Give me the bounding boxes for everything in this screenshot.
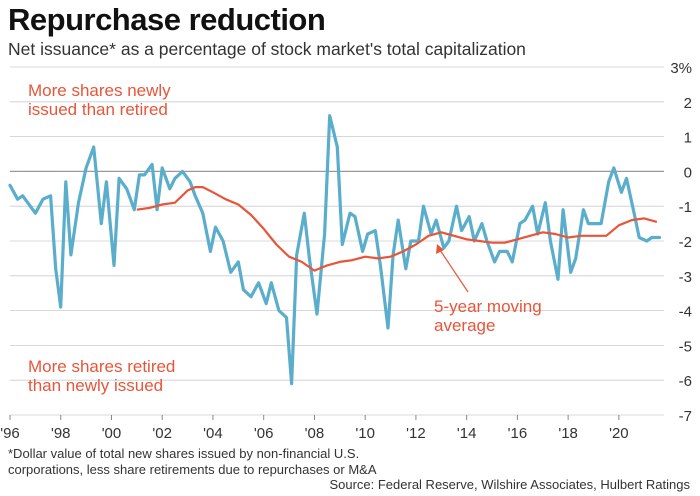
y-tick-label: -1 bbox=[679, 199, 692, 216]
x-tick-label: '14 bbox=[457, 425, 477, 442]
x-tick-label: '00 bbox=[102, 425, 122, 442]
x-tick-label: '20 bbox=[609, 425, 629, 442]
annotation-top-line2: issued than retired bbox=[28, 100, 168, 119]
source-note: Source: Federal Reserve, Wilshire Associ… bbox=[329, 477, 690, 492]
chart-subtitle: Net issuance* as a percentage of stock m… bbox=[8, 39, 526, 59]
x-tick-label: '08 bbox=[305, 425, 325, 442]
x-tick-label: '98 bbox=[51, 425, 71, 442]
x-tick-label: '06 bbox=[254, 425, 274, 442]
x-tick-label: '02 bbox=[152, 425, 172, 442]
x-tick-label: '96 bbox=[0, 425, 20, 442]
y-tick-label: 3% bbox=[670, 60, 692, 77]
x-tick-label: '10 bbox=[355, 425, 375, 442]
y-tick-label: -3 bbox=[679, 269, 692, 286]
x-tick-label: '04 bbox=[203, 425, 223, 442]
chart-title: Repurchase reduction bbox=[8, 2, 326, 37]
x-tick-label: '16 bbox=[508, 425, 528, 442]
annotation-bottom-line2: than newly issued bbox=[28, 376, 163, 395]
annotation-arrow bbox=[436, 244, 469, 293]
x-tick-label: '12 bbox=[406, 425, 426, 442]
footnote-line2: corporations, less share retirements due… bbox=[8, 462, 377, 477]
annotation-bottom-line1: More shares retired bbox=[28, 357, 175, 376]
moving-average-line bbox=[136, 186, 658, 272]
y-tick-label: 0 bbox=[684, 164, 692, 181]
footnote: *Dollar value of total new shares issued… bbox=[8, 446, 448, 478]
y-tick-label: -6 bbox=[679, 373, 692, 390]
y-tick-label: -4 bbox=[679, 304, 692, 321]
x-axis-ticks: '96 '98 '00 '02 '04 '06 '08 '10 '12 '14 '16 '18 '20 bbox=[0, 415, 629, 442]
annotation-top-line1: More shares newly bbox=[28, 81, 171, 100]
y-tick-label: 1 bbox=[684, 130, 692, 147]
y-tick-label: -2 bbox=[679, 234, 692, 251]
annotation-ma-line1: 5-year moving bbox=[434, 297, 542, 316]
y-tick-label: -5 bbox=[679, 338, 692, 355]
y-tick-label: -7 bbox=[679, 408, 692, 425]
grid-lines bbox=[10, 66, 664, 416]
x-tick-label: '18 bbox=[558, 425, 578, 442]
y-tick-label: 2 bbox=[684, 95, 692, 112]
net-issuance-line bbox=[8, 114, 662, 386]
annotation-ma-line2: average bbox=[434, 316, 495, 335]
y-axis-ticks: 3% 2 1 0 -1 -2 -3 -4 -5 -6 -7 bbox=[670, 60, 692, 425]
footnote-line1: *Dollar value of total new shares issued… bbox=[8, 446, 360, 461]
